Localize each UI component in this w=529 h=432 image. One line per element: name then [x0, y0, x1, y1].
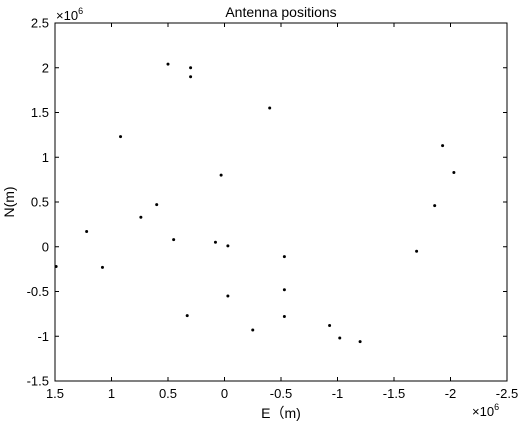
ticks-layer: 1.5 1 0.5 0 -0.5 -1 -1.5 -2 -2.5 -1.5 -1 -0.5 0 0.5 1 1… [27, 16, 519, 402]
x-tick-label: -0.5 [270, 386, 292, 401]
y-exponent-base: ×10 [56, 8, 78, 23]
scatter-point [54, 264, 58, 268]
scatter-point [189, 75, 193, 79]
scatter-point [251, 328, 255, 332]
y-axis-label: N(m) [1, 186, 17, 217]
y-tick-label: -1 [37, 329, 49, 344]
scatter-point [268, 106, 272, 110]
scatter-point [226, 294, 230, 298]
scatter-point [189, 66, 193, 70]
x-exponent-label: ×106 [472, 402, 499, 419]
plot-area [54, 22, 508, 382]
points-layer [54, 62, 456, 344]
y-tick-label: 1.5 [31, 105, 49, 120]
scatter-point [185, 314, 189, 318]
y-tick-label: 2 [42, 60, 49, 75]
scatter-point [338, 336, 342, 340]
scatter-point [172, 238, 176, 242]
x-tick-label: -1.5 [383, 386, 405, 401]
scatter-point [119, 135, 123, 139]
y-tick-label: 0.5 [31, 195, 49, 210]
scatter-point [282, 255, 286, 259]
scatter-point [85, 230, 89, 234]
scatter-point [100, 265, 104, 269]
chart-title: Antenna positions [225, 4, 336, 20]
x-exponent-base: ×10 [472, 404, 494, 419]
scatter-point [415, 249, 419, 253]
scatter-point [282, 315, 286, 319]
y-exponent-label: ×106 [56, 6, 83, 23]
y-tick-label: 1 [42, 150, 49, 165]
scatter-point [155, 203, 159, 207]
x-tick-label: -2.5 [496, 386, 518, 401]
scatter-point [139, 215, 143, 219]
y-tick-label: -1.5 [27, 374, 49, 389]
scatter-point [433, 204, 437, 208]
scatter-point [219, 173, 223, 177]
x-exponent-power: 6 [494, 402, 499, 412]
y-tick-label: -0.5 [27, 284, 49, 299]
scatter-point [166, 62, 170, 66]
scatter-point [441, 144, 445, 148]
scatter-point [358, 340, 362, 344]
x-tick-label: 0 [221, 386, 228, 401]
x-tick-label: -1 [332, 386, 344, 401]
scatter-point [226, 244, 230, 248]
scatter-point [452, 170, 456, 174]
x-tick-label: 1 [108, 386, 115, 401]
scatter-point [282, 288, 286, 292]
scatter-point [213, 240, 217, 244]
y-exponent-power: 6 [78, 6, 83, 16]
scatter-point [328, 324, 332, 328]
y-tick-label: 0 [42, 239, 49, 254]
y-tick-label: 2.5 [31, 16, 49, 31]
x-tick-label: -2 [445, 386, 457, 401]
x-axis-label: E（m) [261, 405, 301, 421]
x-tick-label: 1.5 [46, 386, 64, 401]
x-tick-label: 0.5 [159, 386, 177, 401]
